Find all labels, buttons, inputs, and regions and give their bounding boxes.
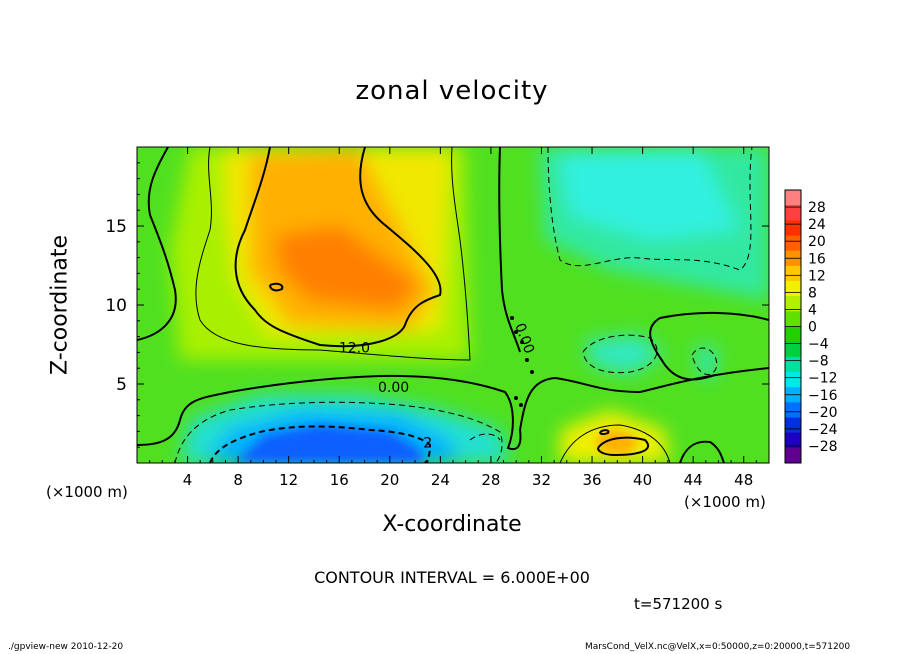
field-cyan-mid-right <box>585 335 665 375</box>
colorbar-label: −12 <box>808 371 838 387</box>
colorbar-swatch <box>785 265 801 282</box>
x-tick-label: 8 <box>233 471 243 489</box>
x-tick-label: 12 <box>279 471 298 489</box>
x-tick-label: 24 <box>431 471 450 489</box>
contour-6-left <box>195 147 471 361</box>
contour-dot <box>530 370 534 374</box>
x-tick-label: 48 <box>734 471 753 489</box>
colorbar-swatch <box>785 296 801 312</box>
contour-neg2-small <box>469 433 501 441</box>
field-deep-orange-region <box>275 225 420 310</box>
x-tick-label: 28 <box>481 471 500 489</box>
colorbar-swatch <box>785 402 801 418</box>
colorbar-label: −4 <box>808 337 829 353</box>
contour-zero-lower <box>137 367 769 450</box>
colorbar-label: 12 <box>808 268 826 284</box>
contour-12-right-small <box>599 429 610 436</box>
contour-label: 2 <box>423 435 432 451</box>
colorbar-label: 24 <box>808 217 826 233</box>
contour-zero-central-vertical <box>498 147 521 353</box>
contour-neg6-small-right <box>691 347 718 375</box>
contour-zero-right <box>649 311 769 381</box>
contour-neg12-bottom <box>209 425 432 463</box>
field-blue-core <box>235 425 425 463</box>
contour-zero-left <box>137 147 177 341</box>
x-tick-label: 32 <box>532 471 551 489</box>
y-axis: 5 10 15 <box>105 162 769 448</box>
time-label: t=571200 s <box>634 595 723 613</box>
colorbar-label: 0 <box>808 320 817 336</box>
contour-12-right <box>597 436 650 457</box>
colorbar-swatch <box>785 235 801 252</box>
y-tick-label: 5 <box>116 375 127 395</box>
y-tick-label: 10 <box>105 296 127 316</box>
x-tick-label: 40 <box>633 471 652 489</box>
contour-dot <box>525 358 529 362</box>
contour-6-right <box>559 424 671 463</box>
contour-dot <box>510 316 514 320</box>
colorbar-swatch <box>785 220 801 236</box>
contour-neg6-bottom <box>174 401 503 463</box>
contour-dot <box>514 330 518 334</box>
contour-12-loop <box>234 147 442 348</box>
colorbar-label: −24 <box>808 422 838 438</box>
colorbar-swatch <box>785 372 801 388</box>
x-axis-unit-right: (×1000 m) <box>684 493 766 511</box>
contour-neg6-top-right <box>547 147 753 271</box>
x-tick-label: 4 <box>183 471 193 489</box>
colorbar-label: −20 <box>808 405 838 421</box>
field-cyan-top-right <box>560 150 740 240</box>
contour-dot <box>520 340 524 344</box>
contour-interval-text: CONTOUR INTERVAL = 6.000E+00 <box>314 568 590 587</box>
colorbar-swatch <box>785 417 801 434</box>
colorbar-swatch <box>785 432 801 449</box>
contour-label: 0.00 <box>378 380 409 396</box>
contour-zero-bottom-right <box>679 440 725 463</box>
footer-right-text: MarsCond_VelX.nc@VelX,x=0:50000,z=0:2000… <box>585 642 851 652</box>
colorbar-label: 16 <box>808 251 826 267</box>
x-tick-label: 16 <box>330 471 349 489</box>
contour-dot <box>514 396 518 400</box>
x-tick-label: 20 <box>380 471 399 489</box>
colorbar-label: −16 <box>808 388 838 404</box>
contour-label: 12.0 <box>339 341 370 357</box>
colorbar-label: −8 <box>808 354 829 370</box>
colorbar-swatch <box>785 341 801 358</box>
colorbar-swatch <box>785 205 801 221</box>
y-axis-label: Z-coordinate <box>47 235 73 375</box>
contour-label-text: 0.00 <box>378 380 409 396</box>
contour-label-text: 2 <box>423 435 432 451</box>
x-axis: 4 8 12 16 20 24 28 32 36 40 44 48 <box>149 147 757 489</box>
colorbar-swatch <box>785 447 801 464</box>
contour-12-small-loop <box>269 282 284 292</box>
colorbar-swatch <box>785 356 801 373</box>
colorbar-label: 4 <box>808 302 817 318</box>
colorbar-swatch <box>785 190 801 206</box>
contour-label-text: 12.0 <box>339 341 370 357</box>
colorbar-label: 20 <box>808 234 826 250</box>
colorbar-swatch <box>785 281 801 297</box>
chart-title: zonal velocity <box>355 76 549 106</box>
contour-dot <box>519 403 523 407</box>
footer-left-text: ./gpview-new 2010-12-20 <box>8 642 124 652</box>
colorbar-swatch <box>785 311 801 327</box>
colorbar-label: 28 <box>808 200 826 216</box>
colorbar-swatch <box>785 326 801 343</box>
x-tick-label: 44 <box>684 471 703 489</box>
x-axis-label: X-coordinate <box>382 512 522 537</box>
x-axis-unit-left: (×1000 m) <box>46 483 128 501</box>
field-orange-core-right <box>595 428 640 455</box>
y-tick-label: 15 <box>105 217 127 237</box>
colorbar-label: 8 <box>808 285 817 301</box>
contour-neg6-mid-right <box>582 334 658 374</box>
colorbar-label: −28 <box>808 439 838 455</box>
x-tick-label: 36 <box>582 471 601 489</box>
